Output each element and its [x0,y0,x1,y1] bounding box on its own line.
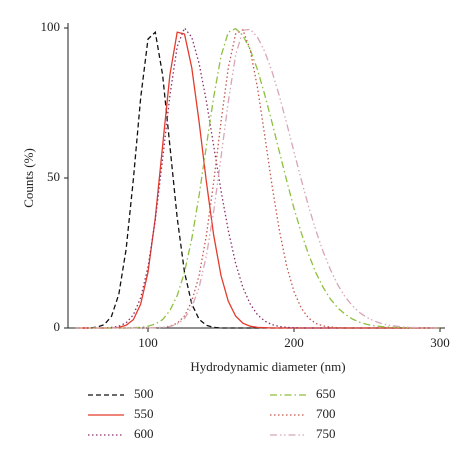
x-tick-label: 100 [138,335,158,350]
series-line [75,31,440,329]
x-tick-label: 200 [284,335,304,350]
series-line [75,27,440,329]
y-tick-label: 50 [47,169,60,184]
x-tick-label: 300 [430,335,450,350]
x-axis-label: Hydrodynamic diameter (nm) [190,359,345,374]
y-tick-label: 0 [54,319,61,334]
series-line [75,28,440,329]
legend-label: 600 [134,426,154,441]
legend-label: 500 [134,386,154,401]
series-line [75,26,440,329]
series-line [75,30,440,329]
legend-label: 550 [134,406,154,421]
legend-label: 700 [316,406,336,421]
legend-label: 650 [316,386,336,401]
y-tick-label: 100 [41,19,61,34]
legend-label: 750 [316,426,336,441]
series-line [75,28,440,329]
y-axis-label: Counts (%) [21,148,36,208]
